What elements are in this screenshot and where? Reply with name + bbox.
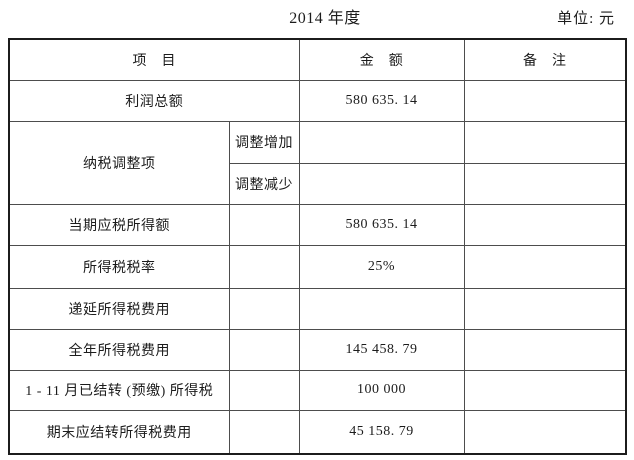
header-item: 项 目	[8, 38, 300, 81]
unit-label: 单位: 元	[557, 11, 615, 27]
row-amount: 45 158. 79	[298, 409, 465, 455]
table-row-prepaid-tax-jan-nov: 1 - 11 月已结转 (预缴) 所得税 100 000	[8, 369, 627, 411]
row-amount: 580 635. 14	[298, 79, 465, 122]
table-row-tax-rate: 所得税税率 25%	[8, 244, 627, 289]
table-row-total-profit: 利润总额 580 635. 14	[8, 79, 627, 122]
table-header-row: 项 目 金 额 备 注	[8, 38, 627, 81]
report-year-title: 2014 年度	[289, 10, 361, 27]
row-label: 1 - 11 月已结转 (预缴) 所得税	[8, 369, 230, 411]
row-sub-cell	[228, 203, 300, 246]
row-note	[463, 244, 627, 289]
row-sub-label: 调整减少	[228, 162, 300, 205]
header-note: 备 注	[463, 38, 627, 81]
row-sub-cell	[228, 287, 300, 330]
row-note	[463, 120, 627, 164]
header-amount: 金 额	[298, 38, 465, 81]
document-header: 2014 年度 单位: 元	[8, 6, 625, 32]
row-sub-cell	[228, 409, 300, 455]
table-row-taxable-income: 当期应税所得额 580 635. 14	[8, 203, 627, 246]
row-amount: 100 000	[298, 369, 465, 411]
row-sub-cell	[228, 328, 300, 371]
income-tax-table: 项 目 金 额 备 注 利润总额 580 635. 14 纳税调整项 调整增加 …	[8, 38, 627, 455]
row-sub-cell	[228, 369, 300, 411]
row-note	[463, 162, 627, 205]
row-amount: 25%	[298, 244, 465, 289]
table-row-period-end-tax-expense: 期末应结转所得税费用 45 158. 79	[8, 409, 627, 455]
row-amount	[298, 120, 465, 164]
row-note	[463, 79, 627, 122]
row-label: 利润总额	[8, 79, 300, 122]
table-row-tax-adjustment-increase: 纳税调整项 调整增加	[8, 120, 627, 205]
row-label: 期末应结转所得税费用	[8, 409, 230, 455]
row-amount: 145 458. 79	[298, 328, 465, 371]
row-amount: 580 635. 14	[298, 203, 465, 246]
row-amount	[298, 162, 465, 205]
row-label: 全年所得税费用	[8, 328, 230, 371]
row-note	[463, 409, 627, 455]
row-label: 递延所得税费用	[8, 287, 230, 330]
row-sub-cell	[228, 244, 300, 289]
table-row-annual-tax-expense: 全年所得税费用 145 458. 79	[8, 328, 627, 371]
table-row-deferred-tax-expense: 递延所得税费用	[8, 287, 627, 330]
row-sub-label: 调整增加	[228, 120, 300, 164]
row-note	[463, 203, 627, 246]
row-label: 所得税税率	[8, 244, 230, 289]
row-note	[463, 369, 627, 411]
row-note	[463, 328, 627, 371]
row-label: 纳税调整项	[8, 120, 230, 205]
row-label: 当期应税所得额	[8, 203, 230, 246]
row-amount	[298, 287, 465, 330]
row-note	[463, 287, 627, 330]
